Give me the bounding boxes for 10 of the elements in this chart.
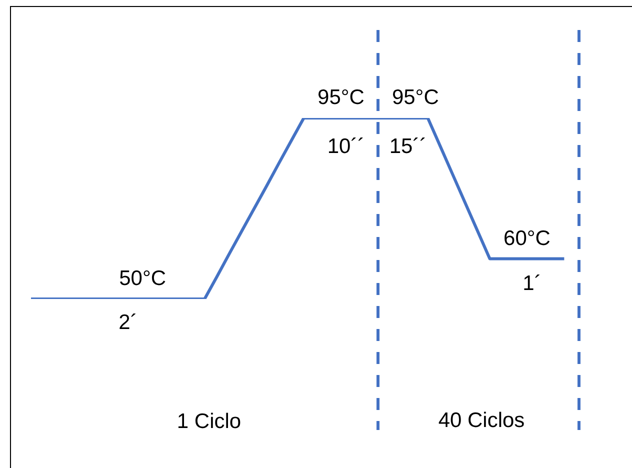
text: 2´ xyxy=(118,310,138,334)
data-label: 60°C xyxy=(504,226,550,250)
data-label: 95°C xyxy=(392,86,439,108)
annotation: 10´´ xyxy=(327,134,365,158)
data-label: 95°C xyxy=(318,86,364,108)
text: 1 Ciclo xyxy=(176,410,242,432)
data-label: 50°C xyxy=(119,266,166,290)
annotation: 1´ xyxy=(522,272,542,294)
text: 40 Ciclos xyxy=(438,408,525,432)
annotation: 15´´ xyxy=(389,134,427,158)
